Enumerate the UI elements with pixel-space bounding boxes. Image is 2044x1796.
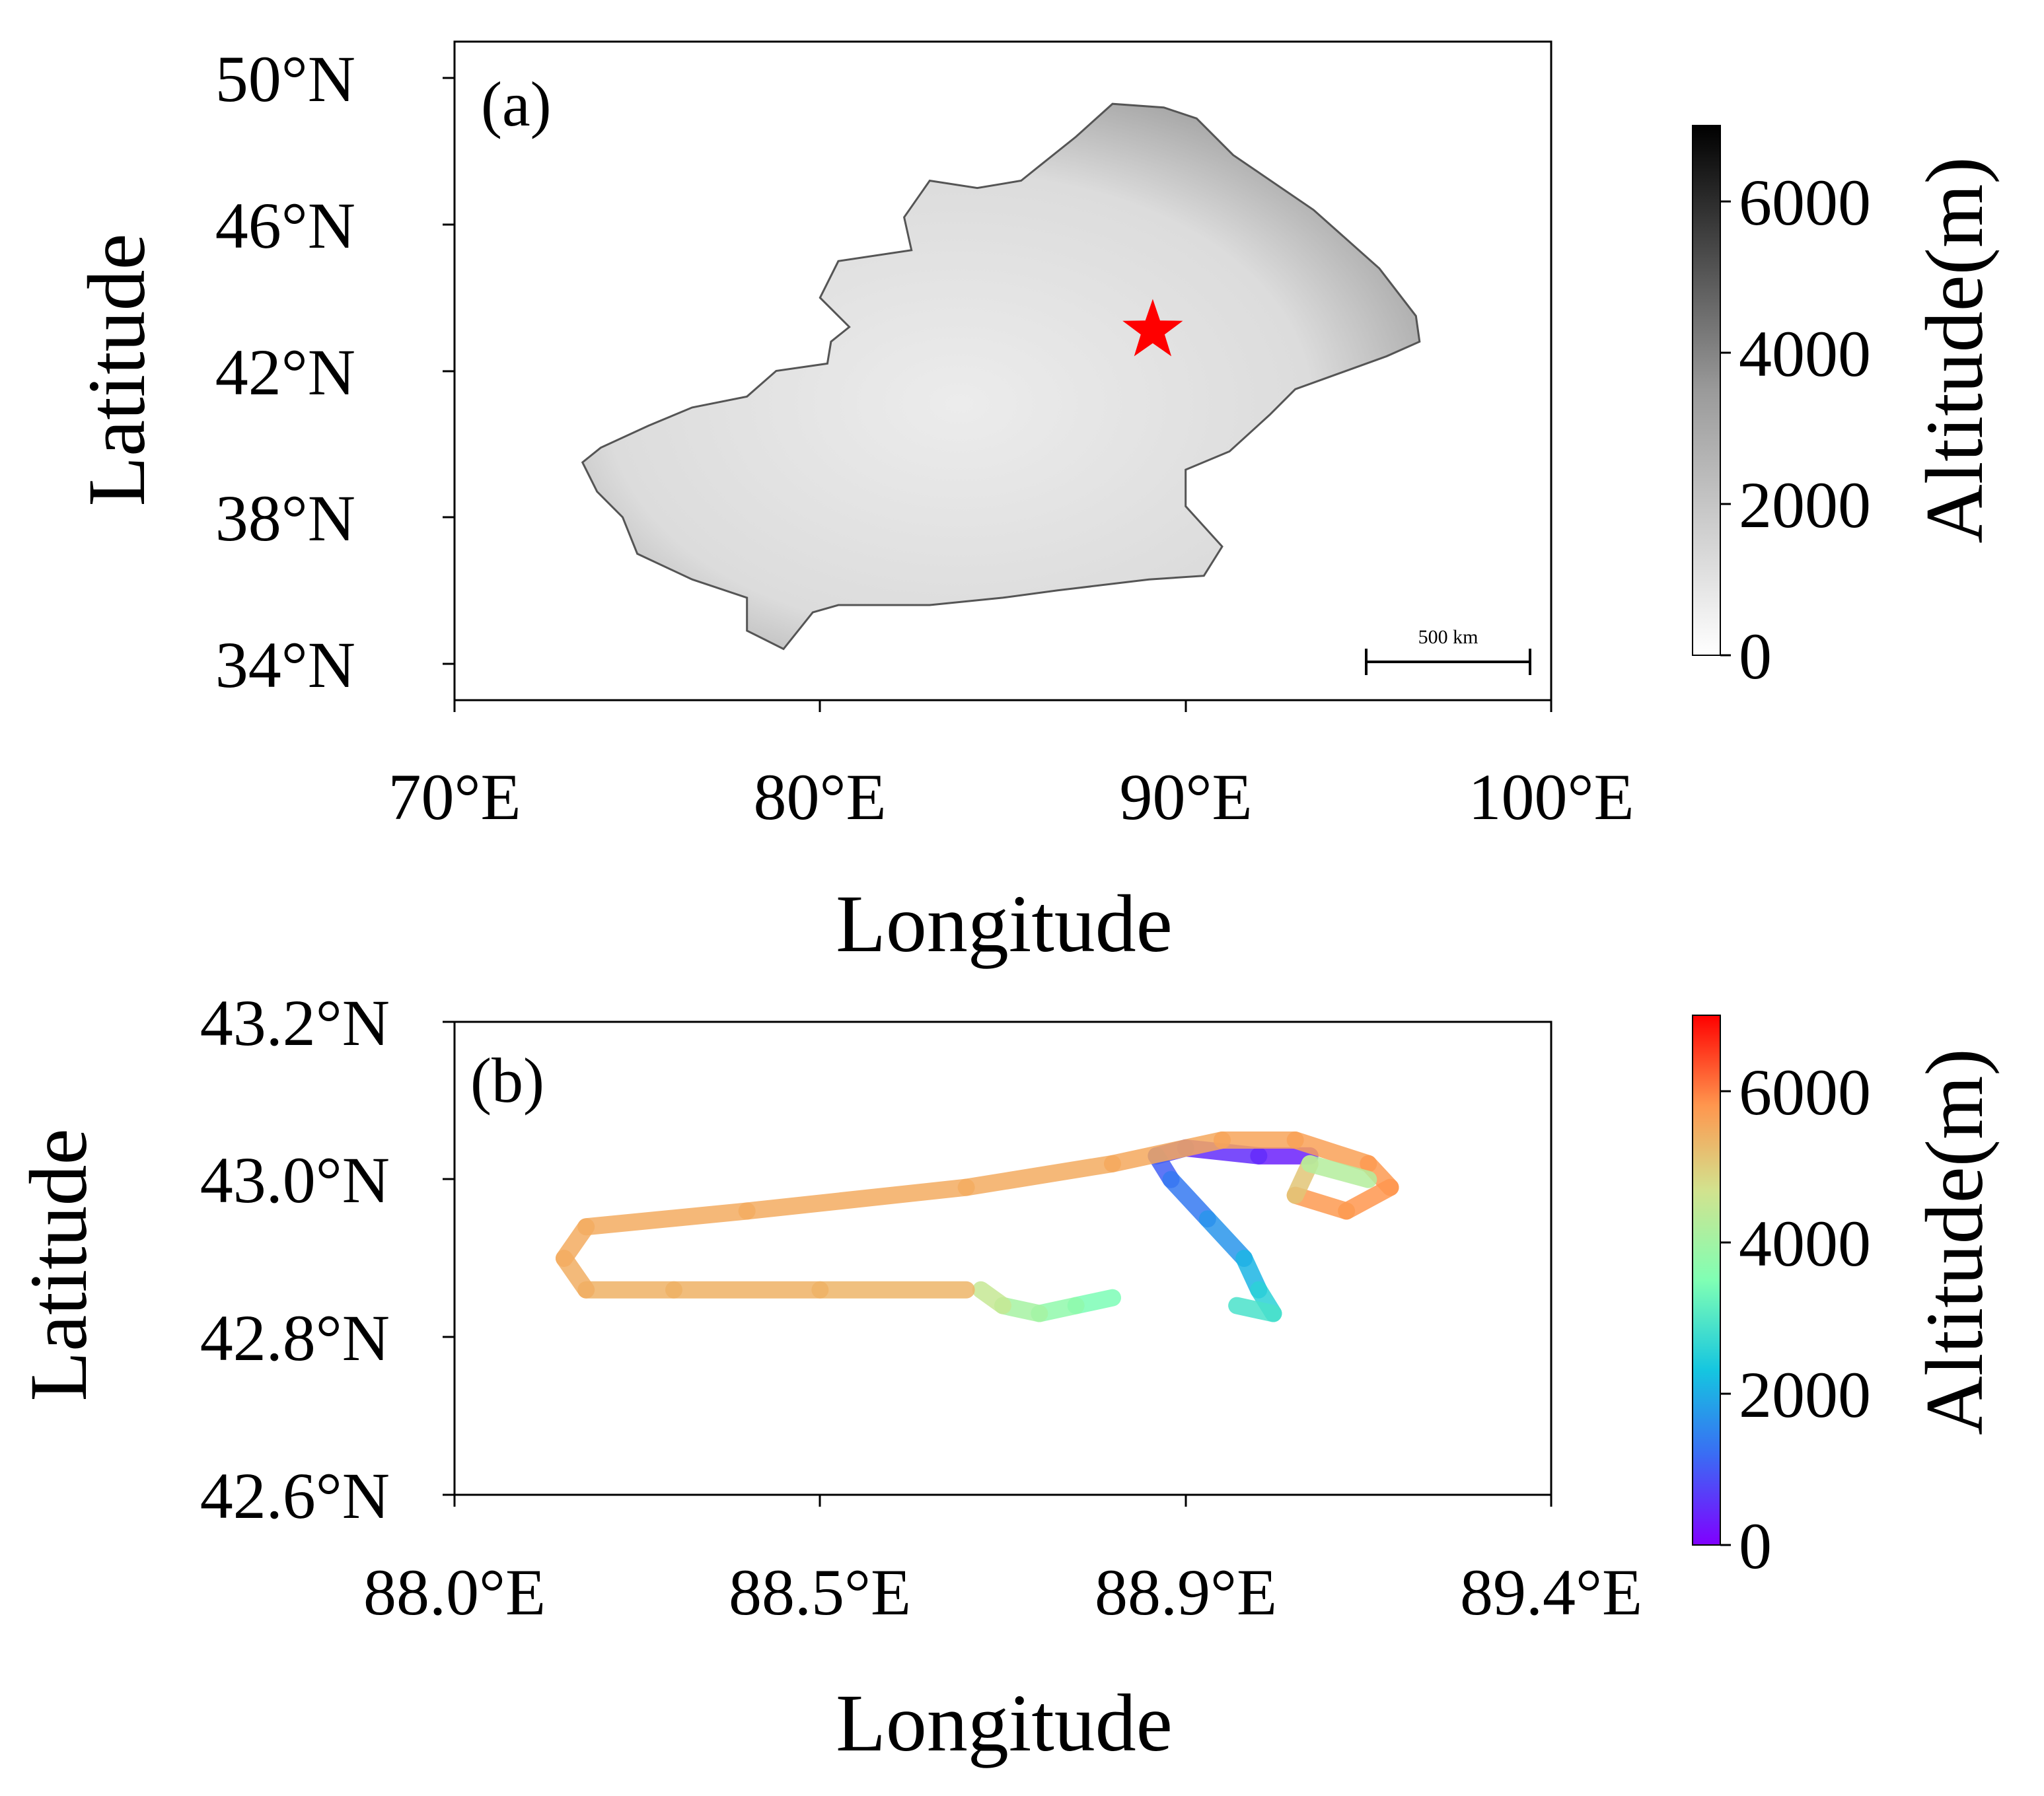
track-segment bbox=[1198, 1210, 1253, 1267]
y-tick-label: 42.8°N bbox=[200, 1301, 390, 1375]
x-tick-label: 88.9°E bbox=[1095, 1556, 1277, 1629]
x-tick-label: 88.0°E bbox=[363, 1556, 546, 1629]
x-tick-label: 80°E bbox=[753, 760, 886, 834]
colorbar-a-gradient bbox=[1692, 125, 1721, 656]
y-tick-label: 38°N bbox=[215, 482, 355, 555]
scale-bar: 500 km bbox=[1365, 626, 1531, 675]
x-tick-label: 100°E bbox=[1468, 760, 1634, 834]
panel-b: (b) 88.0°E 88.5°E 88.9°E 89.4°E 42.6°N 4… bbox=[13, 986, 2000, 1768]
panel-a: (a) 500 km 70°E 80°E 90°E 100°E 34°N 38°… bbox=[71, 40, 2000, 969]
x-axis-label: Longitude bbox=[836, 879, 1173, 969]
x-axis-label: Longitude bbox=[836, 1678, 1173, 1768]
panel-b-label: (b) bbox=[470, 1045, 544, 1116]
scale-bar-label: 500 km bbox=[1418, 626, 1478, 648]
track-segment bbox=[1301, 1155, 1377, 1188]
x-tick-label: 70°E bbox=[388, 760, 521, 834]
x-tick-label: 89.4°E bbox=[1460, 1556, 1642, 1629]
track-segment bbox=[577, 1202, 756, 1236]
colorbar-b-tick: 2000 bbox=[1739, 1358, 1871, 1431]
track-segment bbox=[1286, 1186, 1356, 1220]
track-segment bbox=[1286, 1131, 1377, 1172]
y-tick-label: 43.0°N bbox=[200, 1143, 390, 1217]
y-tick-label: 43.2°N bbox=[200, 986, 390, 1060]
track-segment bbox=[1228, 1297, 1282, 1322]
track-segment bbox=[957, 1155, 1121, 1196]
y-axis-label: Latitude bbox=[71, 233, 162, 506]
x-tick-label: 88.5°E bbox=[729, 1556, 911, 1629]
colorbar-b-tick: 6000 bbox=[1739, 1056, 1871, 1129]
colorbar-a-tick: 2000 bbox=[1739, 468, 1871, 542]
colorbar-a-tick: 0 bbox=[1739, 620, 1772, 693]
x-tick-label: 90°E bbox=[1119, 760, 1252, 834]
colorbar-b-gradient bbox=[1692, 1015, 1721, 1546]
y-tick-label: 50°N bbox=[215, 42, 355, 116]
colorbar-b-tick: 0 bbox=[1739, 1509, 1772, 1583]
colorbar-b-label: Altitude(m) bbox=[1909, 1048, 2000, 1435]
panel-a-tick-marks bbox=[443, 77, 1552, 712]
panel-b-frame bbox=[453, 1021, 1552, 1496]
track-segment bbox=[972, 1281, 1011, 1314]
colorbar-a-label: Altitude(m) bbox=[1909, 157, 2000, 543]
y-tick-label: 42.6°N bbox=[200, 1459, 390, 1532]
track-segment bbox=[738, 1178, 975, 1220]
y-axis-label: Latitude bbox=[13, 1128, 104, 1401]
colorbar-a-tick: 4000 bbox=[1739, 317, 1871, 390]
panel-a-label: (a) bbox=[481, 69, 552, 139]
colorbar-b-tick: 4000 bbox=[1739, 1207, 1871, 1280]
location-star-marker bbox=[1122, 299, 1183, 357]
colorbar-b: 0 2000 4000 6000 Altitude(m) bbox=[1692, 1015, 2000, 1583]
y-tick-label: 42°N bbox=[215, 336, 355, 409]
panel-b-tick-marks bbox=[443, 1021, 1552, 1507]
region-terrain-map bbox=[581, 102, 1421, 651]
y-tick-label: 34°N bbox=[215, 628, 355, 701]
track-segment bbox=[1162, 1170, 1216, 1228]
track-segment bbox=[1104, 1131, 1231, 1172]
flight-track bbox=[556, 1131, 1399, 1322]
colorbar-a: 0 2000 4000 6000 Altitude(m) bbox=[1692, 125, 2000, 693]
y-tick-label: 46°N bbox=[215, 189, 355, 262]
colorbar-a-tick: 6000 bbox=[1739, 166, 1871, 239]
